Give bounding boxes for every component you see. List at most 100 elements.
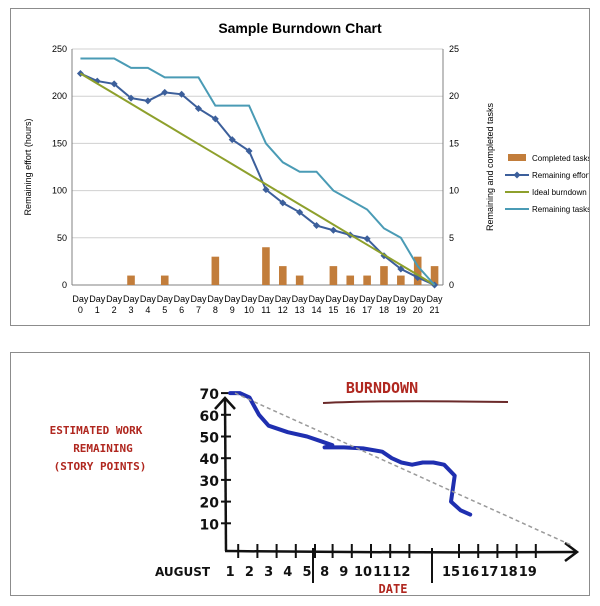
- x-tick-label: 3: [129, 305, 134, 315]
- x-tick-label: 0: [78, 305, 83, 315]
- x-tick-label: 10: [354, 565, 372, 580]
- remaining-effort-point: [397, 265, 405, 273]
- remaining-effort-point: [161, 88, 169, 96]
- right-axis-ticks: 0 5 10 15 20 25: [449, 44, 459, 290]
- completed-tasks-bar: [295, 275, 304, 285]
- left-tick-label: 100: [52, 186, 67, 196]
- legend: Completed tasks Remaining effort Ideal bur…: [505, 154, 589, 214]
- x-tick-label: 18: [379, 305, 389, 315]
- x-tick-label: Day: [140, 294, 157, 304]
- remaining-effort-point: [363, 235, 371, 243]
- x-tick-label: 8: [213, 305, 218, 315]
- remaining-tasks-legend-label: Remaining tasks: [532, 205, 589, 214]
- x-tick-label: 9: [230, 305, 235, 315]
- remaining-effort-point: [329, 226, 337, 234]
- sample-burndown-chart: Sample Burndown Chart Remaining effort (…: [23, 20, 589, 315]
- actual-burndown-line: [228, 391, 473, 517]
- x-tick-label: 18: [500, 565, 518, 580]
- sample-burndown-chart-panel: Sample Burndown Chart Remaining effort (…: [10, 8, 590, 326]
- x-tick-label: 17: [480, 565, 498, 580]
- x-tick-label: Day: [241, 294, 258, 304]
- remaining-effort-legend-label: Remaining effort: [532, 171, 589, 180]
- x-tick-label: 7: [196, 305, 201, 315]
- x-tick-label: 4: [283, 565, 292, 580]
- completed-tasks-bar: [127, 275, 135, 285]
- x-tick-label: Day: [275, 294, 292, 304]
- completed-tasks-bar: [380, 266, 388, 285]
- y-axis-label-line: (STORY POINTS): [54, 460, 147, 473]
- chart-title: Sample Burndown Chart: [218, 20, 382, 36]
- axes: [214, 396, 580, 562]
- x-tick-label: 11: [261, 305, 270, 315]
- x-tick-label: 16: [461, 565, 479, 580]
- x-axis-arrowhead: [564, 542, 580, 562]
- x-tick-label: Day: [89, 294, 106, 304]
- remaining-effort-point: [178, 90, 186, 98]
- y-axis-arrowhead: [214, 396, 236, 410]
- x-tick-label: 5: [302, 565, 311, 580]
- x-tick-label: 10: [244, 305, 254, 315]
- x-axis-ticks: Day0Day1Day2Day3Day4Day5Day6Day7Day8Day9…: [72, 294, 443, 315]
- x-tick-label: 19: [519, 565, 537, 580]
- remaining-effort-line: [80, 72, 435, 286]
- remaining-effort-point: [262, 186, 270, 194]
- right-axis-label: Remaining and completed tasks: [485, 102, 495, 231]
- x-tick-label: Day: [106, 294, 123, 304]
- completed-tasks-bars: [127, 247, 439, 285]
- x-tick-label: Day: [224, 294, 241, 304]
- x-tick-label: 6: [179, 305, 184, 315]
- left-tick-label: 250: [52, 44, 67, 54]
- left-tick-label: 150: [52, 138, 67, 148]
- left-tick-label: 0: [62, 280, 67, 290]
- x-tick-label: 1: [95, 305, 100, 315]
- x-tick-label: 3: [264, 565, 273, 580]
- left-axis-ticks: 0 50 100 150 200 250: [52, 44, 67, 290]
- y-tick-label: 20: [200, 496, 220, 512]
- x-tick-label: Day: [157, 294, 174, 304]
- x-tick-label: 17: [362, 305, 372, 315]
- completed-tasks-bar: [329, 266, 338, 285]
- ideal-burndown-line: [79, 72, 436, 286]
- x-tick-label: 9: [339, 565, 348, 580]
- x-tick-label: Day: [342, 294, 359, 304]
- completed-tasks-bar: [279, 266, 287, 285]
- x-tick-label: 2: [112, 305, 117, 315]
- y-axis-label-line: ESTIMATED WORK: [50, 424, 143, 437]
- remaining-effort-point: [228, 136, 236, 144]
- ideal-trend-line: [234, 392, 572, 546]
- remaining-effort-point: [245, 147, 253, 155]
- x-tick-label: 5: [162, 305, 167, 315]
- x-tick-label: 15: [442, 565, 460, 580]
- hand-drawn-burndown-chart: BURNDOWN ESTIMATED WORK REMAINING (STORY P…: [50, 379, 580, 595]
- left-tick-label: 200: [52, 91, 67, 101]
- x-tick-label: Day: [376, 294, 393, 304]
- x-axis-line: [224, 549, 576, 554]
- y-tick-label: 60: [200, 409, 220, 425]
- x-tick-label: 19: [396, 305, 406, 315]
- completed-tasks-bar: [430, 266, 439, 285]
- remaining-tasks-line: [80, 57, 436, 286]
- x-tick-label: 2: [245, 565, 254, 580]
- y-tick-label: 40: [200, 452, 220, 468]
- completed-tasks-bar: [413, 256, 422, 285]
- x-axis-ticks: 1 2 3 4 5 8 9 10 11 12 15 16 17 18 19: [226, 544, 537, 583]
- x-tick-label: Day: [309, 294, 326, 304]
- completed-tasks-bar: [363, 275, 371, 285]
- title-underline: [322, 400, 509, 404]
- x-tick-label: Day: [325, 294, 342, 304]
- ideal-burndown-legend-label: Ideal burndown: [532, 188, 587, 197]
- remaining-effort-point: [279, 199, 287, 207]
- x-tick-label: 13: [295, 305, 305, 315]
- completed-tasks-bar: [262, 247, 270, 285]
- x-tick-label: Day: [174, 294, 191, 304]
- y-tick-label: 30: [200, 474, 220, 490]
- x-tick-label: 16: [345, 305, 355, 315]
- right-tick-label: 0: [449, 280, 454, 290]
- remaining-effort-point: [313, 222, 321, 230]
- completed-tasks-bar: [160, 275, 169, 285]
- x-tick-label: Day: [359, 294, 376, 304]
- y-axis-label-line: REMAINING: [73, 442, 133, 455]
- right-tick-label: 5: [449, 233, 454, 243]
- x-tick-label: Day: [72, 294, 89, 304]
- hand-drawn-burndown-panel: BURNDOWN ESTIMATED WORK REMAINING (STORY P…: [10, 352, 590, 596]
